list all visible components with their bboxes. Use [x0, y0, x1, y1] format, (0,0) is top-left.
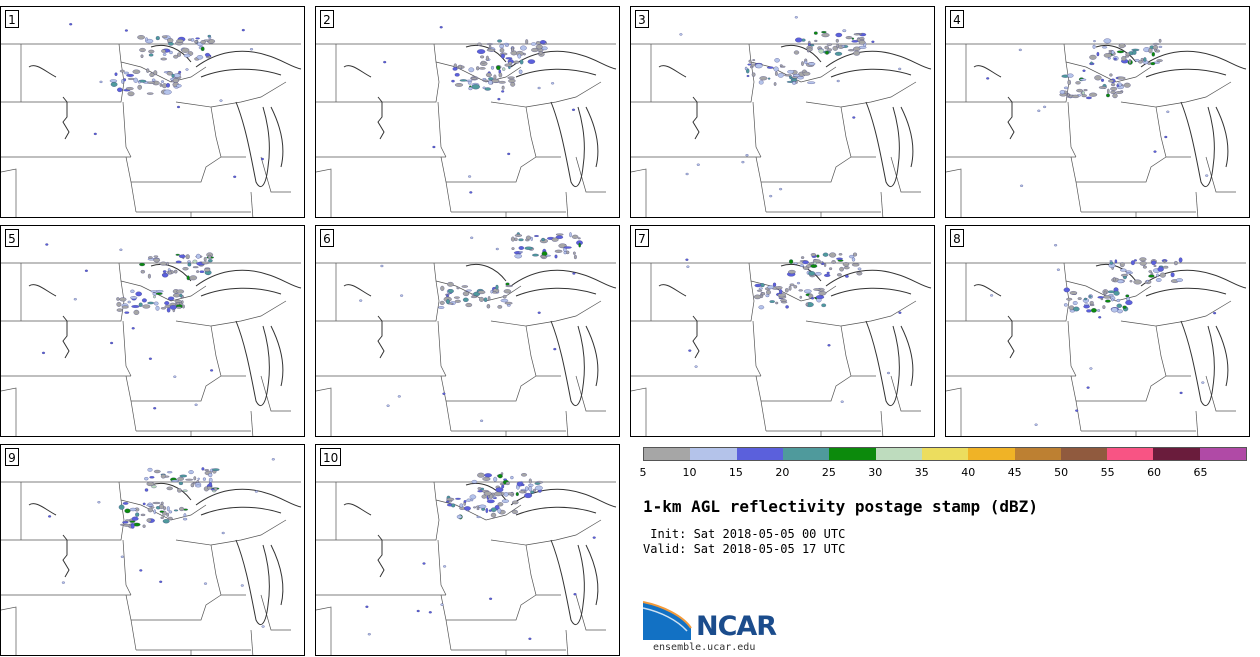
colorbar-tick-label: 50: [1054, 466, 1069, 479]
init-time: Init: Sat 2018-05-05 00 UTC: [643, 527, 846, 541]
basemap: [1, 43, 302, 217]
panel-number: 5: [5, 229, 19, 247]
colorbar-tick-label: 65: [1193, 466, 1208, 479]
colorbar-bin: [782, 448, 830, 460]
panel-10: 10: [315, 444, 620, 656]
panel-number: 1: [5, 10, 19, 28]
colorbar-bin: [1014, 448, 1061, 460]
echo-layer: [359, 232, 583, 422]
panel-number: 3: [635, 10, 649, 28]
ncar-logo-icon: [643, 601, 692, 640]
colorbar-bin: [736, 448, 783, 460]
valid-time: Valid: Sat 2018-05-05 17 UTC: [643, 542, 846, 556]
colorbar-tick-label: 15: [728, 466, 743, 479]
basemap: [316, 43, 617, 217]
panel-7: 7: [630, 225, 935, 437]
basemap: [946, 262, 1247, 436]
panel-number: 7: [635, 229, 649, 247]
colorbar-bin: [968, 448, 1015, 460]
colorbar-tick-label: 35: [914, 466, 929, 479]
panel-4: 4: [945, 6, 1250, 218]
colorbar-bin: [875, 448, 922, 460]
panel-9: 9: [0, 444, 305, 656]
site-url: ensemble.ucar.edu: [653, 642, 756, 653]
colorbar-tick-label: 40: [961, 466, 976, 479]
echo-layer: [41, 243, 214, 410]
panel-6: 6: [315, 225, 620, 437]
panel-number: 10: [320, 448, 342, 466]
colorbar-tick-label: 25: [821, 466, 836, 479]
panel-5: 5: [0, 225, 305, 437]
reflectivity-colorbar: [643, 447, 1247, 461]
panel-2: 2: [315, 6, 620, 218]
echo-layer: [69, 23, 264, 178]
colorbar-tick-label: 5: [639, 466, 647, 479]
echo-layer: [679, 16, 902, 198]
echo-layer: [383, 26, 576, 194]
colorbar-tick-label: 30: [868, 466, 883, 479]
echo-layer: [990, 244, 1217, 426]
colorbar-tick-label: 55: [1100, 466, 1115, 479]
echo-layer: [365, 472, 596, 640]
colorbar-bin: [1107, 448, 1154, 460]
panel-number: 8: [950, 229, 964, 247]
ncar-logo-text: NCAR: [696, 611, 777, 642]
colorbar-bin: [829, 448, 876, 460]
echo-layer: [48, 458, 275, 628]
echo-layer: [685, 252, 902, 403]
panel-number: 9: [5, 448, 19, 466]
colorbar-bin: [644, 448, 691, 460]
panel-number: 4: [950, 10, 964, 28]
colorbar-tick-label: 45: [1007, 466, 1022, 479]
basemap: [946, 43, 1247, 217]
basemap: [631, 43, 932, 217]
basemap: [316, 481, 617, 655]
colorbar-tick-label: 10: [682, 466, 697, 479]
basemap: [631, 262, 932, 436]
panel-8: 8: [945, 225, 1250, 437]
colorbar-bin: [1199, 448, 1247, 460]
panel-1: 1: [0, 6, 305, 218]
panel-number: 2: [320, 10, 334, 28]
panel-number: 6: [320, 229, 334, 247]
colorbar-tick-label: 20: [775, 466, 790, 479]
panel-3: 3: [630, 6, 935, 218]
colorbar-bin: [1060, 448, 1108, 460]
basemap: [1, 481, 302, 655]
colorbar-bin: [1153, 448, 1200, 460]
basemap: [316, 262, 617, 436]
colorbar-bin: [921, 448, 969, 460]
echo-layer: [986, 38, 1209, 187]
colorbar-bin: [690, 448, 737, 460]
colorbar-tick-label: 60: [1147, 466, 1162, 479]
chart-title: 1-km AGL reflectivity postage stamp (dBZ…: [643, 497, 1038, 516]
